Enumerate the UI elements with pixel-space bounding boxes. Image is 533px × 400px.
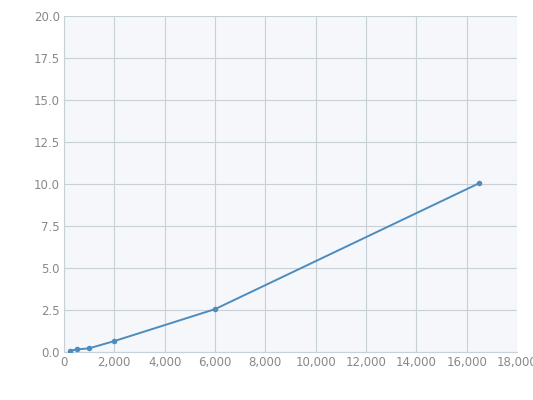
Point	[110, 338, 118, 344]
Point	[85, 345, 93, 352]
Point	[66, 348, 75, 354]
Point	[475, 180, 483, 186]
Point	[211, 306, 219, 312]
Point	[72, 346, 81, 353]
